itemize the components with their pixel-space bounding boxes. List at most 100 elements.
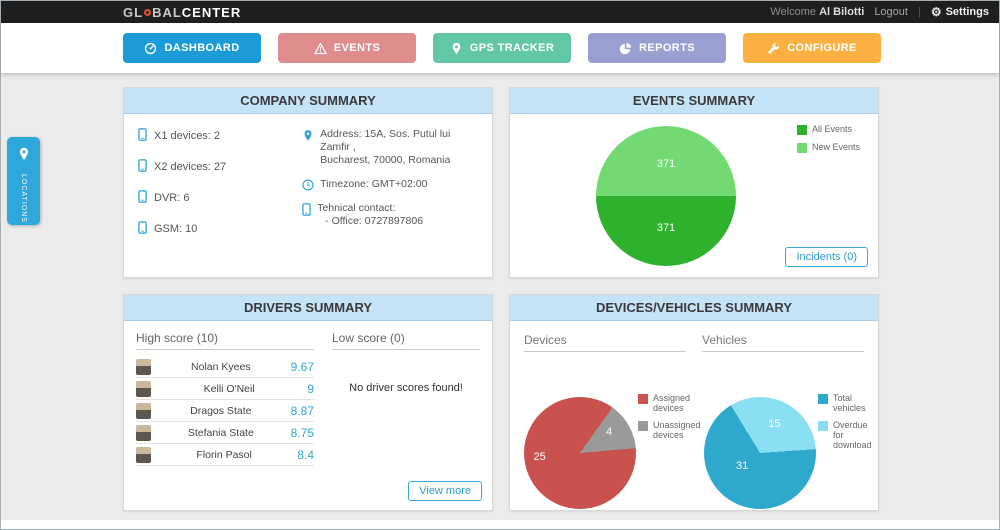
company-info: Address: 15A, Sos. Putul lui Zamfir , Bu… (302, 128, 480, 252)
settings-label: Settings (945, 6, 989, 18)
no-scores-message: No driver scores found! (349, 382, 463, 394)
device-count-line: X1 devices: 2 (138, 128, 302, 144)
legend-item: Assigned devices (638, 393, 700, 413)
drivers-summary-panel: DRIVERS SUMMARY High score (10) Nolan Ky… (123, 294, 493, 511)
driver-score: 9.67 (290, 359, 314, 374)
nav-reports-button[interactable]: REPORTS (588, 33, 726, 63)
pie-value-label: 31 (735, 460, 749, 473)
contact-row: Tehnical contact: - Office: 0727897806 (302, 202, 480, 228)
locations-tab[interactable]: LOCATIONS (7, 137, 40, 225)
driver-score: 8.75 (290, 425, 314, 440)
high-score-column: High score (10) Nolan Kyees 9.67 Kelli O… (136, 331, 314, 466)
divider: | (917, 6, 921, 18)
nav-configure-button[interactable]: CONFIGURE (743, 33, 881, 63)
driver-row: Stefania State 8.75 (136, 422, 314, 444)
nav-label: EVENTS (333, 42, 381, 54)
legend-label: Assigned devices (653, 393, 691, 413)
location-pin-icon (17, 147, 31, 166)
nav-events-button[interactable]: EVENTS (278, 33, 416, 63)
incidents-button[interactable]: Incidents (0) (785, 247, 868, 267)
device-icon (138, 128, 147, 144)
devices-pie-chart: 25 4 (524, 397, 636, 509)
driver-name: Stefania State (187, 426, 254, 439)
device-icon (138, 221, 147, 237)
globe-icon (144, 8, 152, 16)
driver-name: Nolan Kyees (191, 360, 251, 373)
vehicles-pie-chart: 31 15 (704, 397, 816, 509)
pie-value-label: 15 (768, 417, 781, 430)
panel-title: DEVICES/VEHICLES SUMMARY (510, 295, 878, 321)
view-more-button[interactable]: View more (408, 481, 482, 501)
legend-swatch (638, 394, 648, 404)
legend-item: Unassigned devices (638, 420, 701, 440)
timezone-text: Timezone: GMT+02:00 (320, 178, 428, 190)
high-score-header: High score (10) (136, 331, 314, 350)
dashboard-icon (144, 42, 157, 55)
driver-name: Kelli O'Neil (203, 382, 255, 395)
reports-icon (619, 42, 632, 55)
legend-swatch (638, 421, 648, 431)
phone-icon (302, 203, 311, 216)
legend-swatch (818, 394, 828, 404)
nav-label: GPS TRACKER (469, 42, 555, 54)
device-counts: X1 devices: 2 X2 devices: 27 DVR: 6 GSM:… (138, 128, 302, 252)
wrench-icon (767, 42, 780, 55)
driver-row: Nolan Kyees 9.67 (136, 356, 314, 378)
legend-item: New Events (796, 142, 860, 153)
brand-text: GL (123, 4, 144, 20)
devices-vehicles-summary-panel: DEVICES/VEHICLES SUMMARY Devices Vehicle… (509, 294, 879, 511)
driver-row: Florin Pasol 8.4 (136, 444, 314, 466)
nav-label: CONFIGURE (787, 42, 857, 54)
logout-link[interactable]: Logout (874, 6, 908, 18)
legend-item: All Events (796, 124, 860, 135)
driver-score: 9 (307, 381, 314, 396)
device-icon (138, 190, 147, 206)
devices-vehicles-body: Devices Vehicles 25 4 Assigned devices U… (510, 321, 878, 511)
company-summary-panel: COMPANY SUMMARY X1 devices: 2 X2 devices… (123, 87, 493, 278)
low-score-header: Low score (0) (332, 331, 480, 350)
brand-text: CENTER (181, 4, 242, 20)
devices-subheader: Devices (524, 333, 686, 352)
nav-dashboard-button[interactable]: DASHBOARD (123, 33, 261, 63)
driver-name: Florin Pasol (196, 448, 252, 461)
legend-item: Total vehicles (818, 393, 874, 413)
brand-logo: GL BAL CENTER (123, 1, 241, 23)
legend-label: New Events (811, 142, 860, 152)
username: Al Bilotti (819, 6, 865, 18)
driver-avatar (136, 424, 151, 441)
nav-buttons: DASHBOARD EVENTS GPS TRACKER REPORTS CON… (123, 33, 881, 63)
welcome-label: Welcome (770, 6, 817, 18)
nav-label: REPORTS (639, 42, 695, 54)
drivers-body: High score (10) Nolan Kyees 9.67 Kelli O… (124, 321, 492, 466)
device-count-label: X1 devices: 2 (154, 130, 221, 142)
device-count-label: DVR: 6 (154, 192, 190, 204)
panel-title: COMPANY SUMMARY (124, 88, 492, 114)
legend-swatch (818, 421, 828, 431)
pie-value-label: 371 (656, 157, 676, 170)
contact-office: - Office: 0727897806 (325, 215, 424, 227)
devices-legend: Assigned devices Unassigned devices (638, 393, 701, 447)
device-count-line: DVR: 6 (138, 190, 302, 206)
driver-avatar (136, 446, 151, 463)
address-line: Bucharest, 70000, Romania (320, 154, 451, 166)
nav-gps-tracker-button[interactable]: GPS TRACKER (433, 33, 571, 63)
legend-item: Overdue for download (818, 420, 874, 450)
warning-icon (313, 41, 327, 55)
device-count-line: X2 devices: 27 (138, 159, 302, 175)
driver-row: Dragos State 8.87 (136, 400, 314, 422)
legend-label: Overdue for download (833, 420, 872, 450)
timezone-row: Timezone: GMT+02:00 (302, 178, 480, 191)
legend-label: All Events (811, 124, 852, 134)
pie-value-label: 371 (656, 222, 676, 235)
driver-score: 8.4 (297, 447, 314, 462)
device-count-label: X2 devices: 27 (154, 161, 227, 173)
brand-text: BAL (152, 4, 182, 20)
driver-name: Dragos State (190, 404, 252, 417)
device-count-line: GSM: 10 (138, 221, 302, 237)
titlebar-actions: Welcome Al Bilotti Logout | ⚙ Settings (770, 1, 989, 23)
driver-avatar (136, 358, 151, 375)
legend-label: Unassigned devices (653, 420, 701, 440)
settings-link[interactable]: ⚙ Settings (931, 5, 989, 19)
driver-row: Kelli O'Neil 9 (136, 378, 314, 400)
